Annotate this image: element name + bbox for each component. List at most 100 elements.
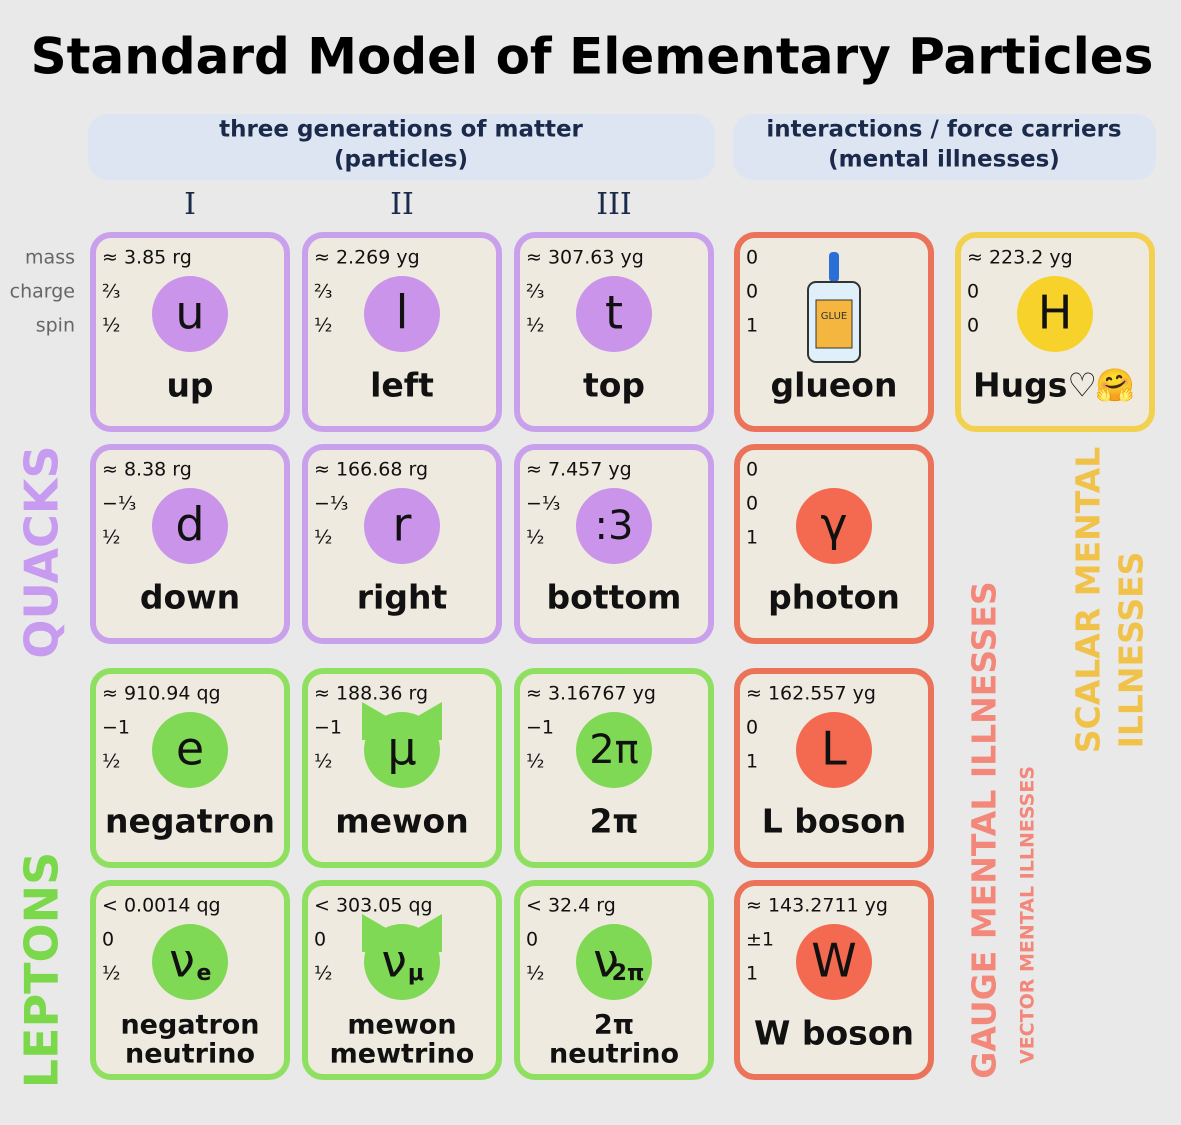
particle-mass: < 303.05 qg (314, 895, 433, 917)
particle-name: down (140, 578, 240, 617)
particle-mass: ≈ 143.2711 yg (746, 895, 888, 917)
particle-spin: ½ (102, 527, 120, 549)
particle-charge: 0 (102, 929, 114, 951)
particle-charge: 0 (314, 929, 326, 951)
particle-spin: ½ (526, 527, 544, 549)
particle-symbol: :3 (595, 503, 634, 549)
particle-circle (364, 276, 440, 352)
glue-sticker (815, 299, 853, 349)
particle-symbol: W (811, 934, 856, 988)
particle-name: top (583, 366, 645, 405)
particle-spin: ½ (314, 527, 332, 549)
particle-name: L boson (762, 802, 907, 841)
glue-label: GLUE (821, 311, 847, 322)
particle-circle (576, 276, 652, 352)
particle-spin: ½ (314, 963, 332, 985)
particle-circle (796, 488, 872, 564)
header-text: (particles) (334, 147, 468, 173)
row-label: charge (10, 281, 75, 303)
title: Standard Model of Elementary Particles (31, 28, 1154, 86)
glue-cap (829, 252, 839, 282)
particle-symbol: μ (387, 722, 416, 776)
row-label: spin (36, 315, 75, 337)
particle-name: mewon (347, 1010, 456, 1041)
particle-subscript: e (197, 961, 212, 986)
particle-name: negatron (120, 1010, 259, 1041)
particle-spin: ½ (102, 963, 120, 985)
particle-circle (152, 924, 228, 1000)
particle-circle (796, 712, 872, 788)
header-text: (mental illnesses) (828, 147, 1060, 173)
particle-name: W boson (754, 1014, 914, 1053)
particle-symbol: ν (169, 934, 195, 988)
particle-spin: ½ (526, 315, 544, 337)
particle-charge: −1 (314, 717, 342, 739)
header-text: three generations of matter (219, 117, 583, 143)
particle-charge: ⅔ (314, 281, 332, 303)
particle-spin: 1 (746, 751, 758, 773)
particle-symbol: t (605, 286, 623, 340)
particle-spin: ½ (526, 963, 544, 985)
particle-symbol: γ (820, 498, 847, 552)
particle-name: 2π (589, 802, 638, 841)
particle-spin: ½ (102, 751, 120, 773)
particle-name: right (357, 578, 448, 617)
generation-label: II (390, 187, 414, 222)
particle-spin: ½ (314, 315, 332, 337)
particle-symbol: d (175, 498, 204, 552)
particle-spin: 0 (967, 315, 979, 337)
particle-name: up (166, 366, 213, 405)
particle-name: left (370, 366, 434, 405)
particle-symbol: r (393, 498, 412, 552)
particle-circle (152, 276, 228, 352)
particle-name: photon (768, 578, 900, 617)
header-box (733, 114, 1156, 180)
particle-spin: ½ (102, 315, 120, 337)
particle-mass: < 0.0014 qg (102, 895, 221, 917)
particle-charge: ±1 (746, 929, 774, 951)
particle-subscript: 2π (612, 961, 645, 986)
particle-circle (152, 712, 228, 788)
particle-charge: −1 (526, 717, 554, 739)
particle-charge: −⅓ (526, 493, 560, 515)
side-label: GAUGE MENTAL ILLNESSES (965, 581, 1004, 1078)
particle-charge: ⅔ (102, 281, 120, 303)
particle-mass: 0 (746, 247, 758, 269)
particle-mass: ≈ 3.85 rg (102, 247, 192, 269)
particle-name: neutrino (125, 1039, 255, 1070)
particle-symbol: L (821, 722, 847, 776)
particle-symbol: u (175, 286, 204, 340)
generation-label: I (184, 187, 196, 222)
particle-symbol: H (1038, 286, 1073, 340)
particle-name: mewtrino (330, 1039, 475, 1070)
particle-mass: ≈ 166.68 rg (314, 459, 428, 481)
particle-charge: −⅓ (314, 493, 348, 515)
particle-mass: ≈ 2.269 yg (314, 247, 420, 269)
particle-mass: ≈ 188.36 rg (314, 683, 428, 705)
header-text: interactions / force carriers (766, 117, 1121, 143)
particle-name: negatron (105, 802, 275, 841)
header-box (88, 114, 715, 180)
particle-symbol: 2π (589, 727, 639, 773)
side-label: VECTOR MENTAL ILLNESSES (1017, 766, 1039, 1064)
particle-emoji: 🤗 (1095, 366, 1135, 404)
particle-mass: ≈ 162.557 yg (746, 683, 876, 705)
side-label: ILLNESSES (1112, 552, 1151, 749)
particle-charge: −1 (102, 717, 130, 739)
particle-charge: ⅔ (526, 281, 544, 303)
cat-ears (362, 914, 442, 952)
particle-name: glueon (771, 366, 898, 405)
particle-symbol: l (396, 286, 409, 340)
side-label: LEPTONS (15, 852, 69, 1089)
cat-ears (362, 702, 442, 740)
side-label: QUACKS (15, 445, 69, 658)
row-label: mass (25, 247, 75, 269)
particle-name: neutrino (549, 1039, 679, 1070)
particle-charge: 0 (746, 281, 758, 303)
particle-spin: ½ (526, 751, 544, 773)
particle-spin: 1 (746, 527, 758, 549)
particle-subscript: μ (408, 961, 424, 986)
side-label: SCALAR MENTAL (1069, 447, 1108, 754)
